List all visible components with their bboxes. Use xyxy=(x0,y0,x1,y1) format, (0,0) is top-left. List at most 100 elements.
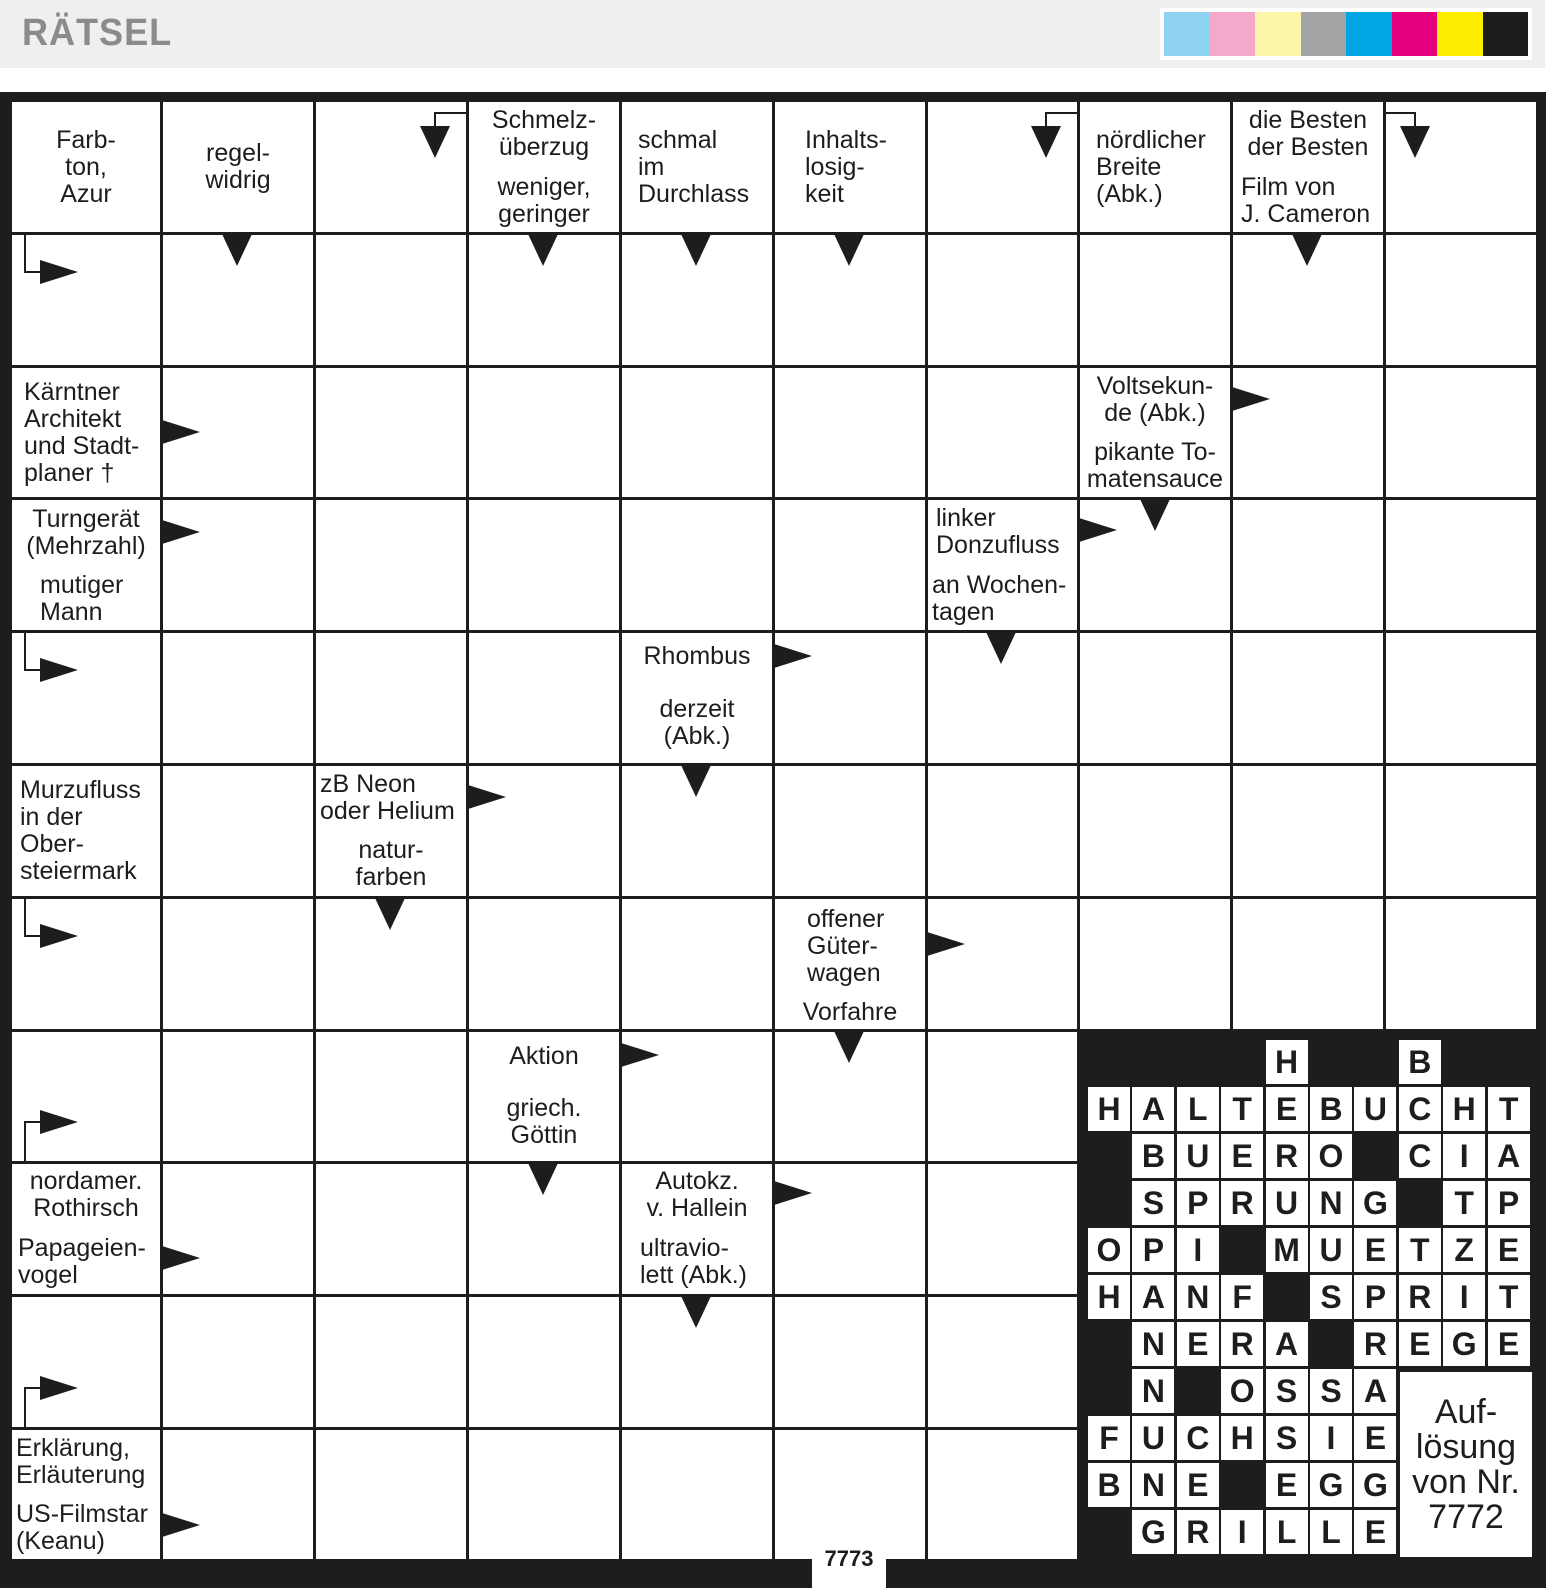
answer-cell[interactable] xyxy=(775,766,925,896)
answer-cell[interactable] xyxy=(163,1164,313,1294)
solution-letter: H xyxy=(1088,1275,1130,1319)
answer-cell[interactable] xyxy=(928,235,1077,365)
answer-cell[interactable] xyxy=(12,899,160,1029)
answer-cell[interactable] xyxy=(775,500,925,630)
answer-cell[interactable] xyxy=(12,235,160,365)
answer-cell[interactable] xyxy=(928,102,1077,232)
solution-letter: P xyxy=(1354,1275,1397,1319)
answer-cell[interactable] xyxy=(316,500,466,630)
answer-cell[interactable] xyxy=(775,368,925,497)
answer-cell[interactable] xyxy=(1386,235,1536,365)
answer-cell[interactable] xyxy=(316,1297,466,1427)
answer-cell[interactable] xyxy=(1233,899,1383,1029)
answer-cell[interactable] xyxy=(1233,633,1383,763)
clue-cell: Inhalts- losig- keit xyxy=(775,102,925,232)
answer-cell[interactable] xyxy=(775,1430,925,1559)
answer-cell[interactable] xyxy=(1233,500,1383,630)
answer-cell[interactable] xyxy=(316,1032,466,1161)
answer-cell[interactable] xyxy=(316,633,466,763)
clue-cell: an Wochen- tagen xyxy=(928,567,1077,630)
answer-cell[interactable] xyxy=(163,633,313,763)
arrow-stem xyxy=(24,235,26,273)
arrow-stem xyxy=(24,1121,26,1161)
answer-cell[interactable] xyxy=(1080,899,1230,1029)
answer-cell[interactable] xyxy=(622,1430,772,1559)
solution-letter: E xyxy=(1487,1228,1530,1272)
answer-cell[interactable] xyxy=(622,368,772,497)
answer-cell[interactable] xyxy=(469,368,619,497)
answer-cell[interactable] xyxy=(12,633,160,763)
answer-cell[interactable] xyxy=(469,899,619,1029)
answer-cell[interactable] xyxy=(1080,766,1230,896)
solution-letter: I xyxy=(1443,1275,1486,1319)
arrow-right-icon xyxy=(40,924,78,948)
answer-cell[interactable] xyxy=(775,1297,925,1427)
answer-cell[interactable] xyxy=(316,368,466,497)
answer-cell[interactable] xyxy=(1386,899,1536,1029)
answer-cell[interactable] xyxy=(1386,500,1536,630)
color-swatch xyxy=(1164,12,1210,56)
answer-cell[interactable] xyxy=(316,1430,466,1559)
arrow-down-icon xyxy=(1400,126,1430,158)
solution-letter: S xyxy=(1265,1369,1308,1413)
solution-letter: P xyxy=(1132,1228,1175,1272)
arrow-down-icon xyxy=(528,234,558,266)
clue-cell: weniger, geringer xyxy=(469,169,619,232)
arrow-stem xyxy=(24,1121,40,1123)
solution-letter: O xyxy=(1221,1369,1264,1413)
solution-letter: R xyxy=(1398,1275,1441,1319)
answer-cell[interactable] xyxy=(928,1430,1077,1559)
answer-cell[interactable] xyxy=(469,1430,619,1559)
solution-letter: S xyxy=(1310,1369,1352,1413)
solution-letter: G xyxy=(1310,1463,1352,1507)
answer-cell[interactable] xyxy=(469,1297,619,1427)
answer-cell[interactable] xyxy=(316,1164,466,1294)
answer-cell[interactable] xyxy=(928,368,1077,497)
clue-cell: Papageien- vogel xyxy=(12,1229,160,1294)
answer-cell[interactable] xyxy=(469,633,619,763)
answer-cell[interactable] xyxy=(163,766,313,896)
clue-cell: nördlicher Breite (Abk.) xyxy=(1080,102,1230,232)
answer-cell[interactable] xyxy=(316,235,466,365)
answer-cell[interactable] xyxy=(1386,766,1536,896)
answer-cell[interactable] xyxy=(12,1032,160,1161)
answer-cell[interactable] xyxy=(928,1164,1077,1294)
answer-cell[interactable] xyxy=(1386,368,1536,497)
answer-cell[interactable] xyxy=(1386,633,1536,763)
answer-cell[interactable] xyxy=(12,1297,160,1427)
arrow-down-icon xyxy=(1031,126,1061,158)
answer-cell[interactable] xyxy=(163,1032,313,1161)
answer-cell[interactable] xyxy=(1080,633,1230,763)
solution-letter: I xyxy=(1310,1416,1352,1460)
answer-cell[interactable] xyxy=(163,1297,313,1427)
arrow-stem xyxy=(24,1387,40,1389)
color-swatch xyxy=(1482,12,1528,56)
answer-cell[interactable] xyxy=(928,1032,1077,1161)
answer-cell[interactable] xyxy=(928,766,1077,896)
answer-cell[interactable] xyxy=(1233,766,1383,896)
answer-cell[interactable] xyxy=(1080,235,1230,365)
solution-letter: E xyxy=(1398,1322,1441,1366)
arrow-stem xyxy=(1414,112,1416,128)
answer-cell[interactable] xyxy=(1386,102,1536,232)
arrow-stem xyxy=(435,112,467,114)
answer-cell[interactable] xyxy=(928,1297,1077,1427)
answer-cell[interactable] xyxy=(622,500,772,630)
clue-cell: Schmelz- überzug xyxy=(469,102,619,166)
arrow-down-icon xyxy=(681,1296,711,1328)
answer-cell[interactable] xyxy=(928,899,1077,1029)
arrow-right-icon xyxy=(1232,387,1270,411)
answer-cell[interactable] xyxy=(316,102,466,232)
answer-cell[interactable] xyxy=(163,899,313,1029)
clue-cell: Turngerät (Mehrzahl) xyxy=(12,500,160,565)
arrow-right-icon xyxy=(162,420,200,444)
solution-letter: G xyxy=(1132,1510,1175,1554)
answer-cell[interactable] xyxy=(163,1430,313,1559)
solution-letter: T xyxy=(1487,1275,1530,1319)
solution-letter: A xyxy=(1132,1275,1175,1319)
answer-cell[interactable] xyxy=(469,500,619,630)
answer-cell[interactable] xyxy=(622,899,772,1029)
solution-letter: A xyxy=(1265,1322,1308,1366)
clue-cell: Kärntner Architekt und Stadt- planer † xyxy=(12,368,160,497)
